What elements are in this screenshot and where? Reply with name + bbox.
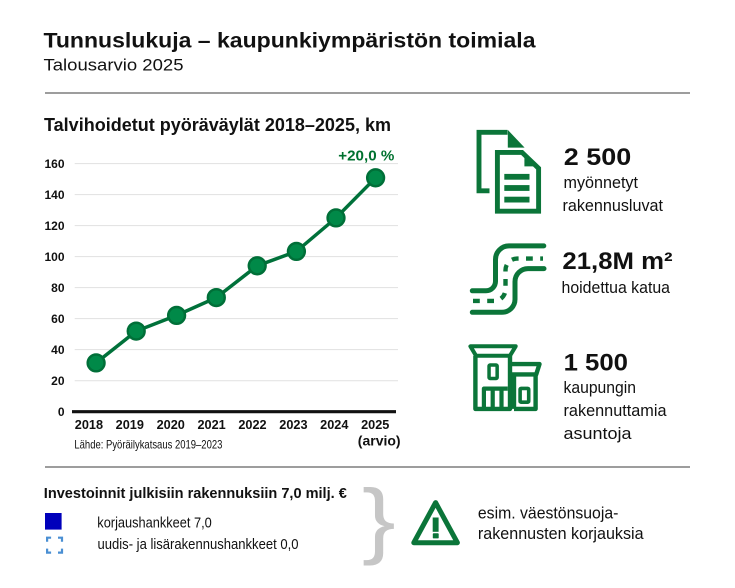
svg-text:korjaushankkeet 7,0: korjaushankkeet 7,0: [97, 514, 212, 531]
svg-text:uudis- ja lisärakennushankkeet: uudis- ja lisärakennushankkeet 0,0: [98, 536, 299, 553]
svg-text:1 500: 1 500: [564, 350, 628, 377]
svg-text:2 500: 2 500: [564, 144, 631, 171]
svg-text:80: 80: [51, 281, 65, 295]
svg-text:Investoinnit julkisiin rakennu: Investoinnit julkisiin rakennuksiin 7,0 …: [44, 486, 347, 502]
svg-text:asuntoja: asuntoja: [564, 424, 633, 443]
svg-text:kaupungin: kaupungin: [564, 378, 637, 397]
svg-text:21,8M m²: 21,8M m²: [562, 248, 672, 275]
svg-text:140: 140: [44, 188, 64, 202]
svg-text:+20,0 %: +20,0 %: [338, 149, 394, 165]
svg-text:160: 160: [44, 157, 64, 171]
svg-text:2024: 2024: [320, 418, 348, 432]
svg-text:rakennusluvat: rakennusluvat: [563, 196, 664, 215]
svg-text:esim. väestönsuoja-: esim. väestönsuoja-: [478, 503, 619, 522]
svg-text:Talvihoidetut pyöräväylät 2018: Talvihoidetut pyöräväylät 2018–2025, km: [44, 115, 391, 135]
svg-text:2021: 2021: [197, 418, 225, 432]
svg-text:2020: 2020: [157, 418, 185, 432]
svg-text:2025: 2025: [361, 418, 389, 432]
svg-text:2019: 2019: [116, 418, 144, 432]
svg-text:60: 60: [51, 312, 65, 326]
svg-text:0: 0: [58, 405, 65, 419]
svg-text:2018: 2018: [75, 418, 103, 432]
svg-text:rakennuttamia: rakennuttamia: [564, 401, 668, 420]
svg-text:2023: 2023: [279, 418, 307, 432]
svg-text:Lähde: Pyöräilykatsaus 2019–20: Lähde: Pyöräilykatsaus 2019–2023: [74, 438, 222, 452]
svg-text:Talousarvio 2025: Talousarvio 2025: [44, 56, 184, 75]
svg-text:100: 100: [44, 250, 64, 264]
svg-text:40: 40: [51, 343, 65, 357]
svg-text:Tunnuslukuja – kaupunkiympäris: Tunnuslukuja – kaupunkiympäristön toimia…: [44, 30, 536, 53]
svg-text:2022: 2022: [238, 418, 266, 432]
svg-text:}: }: [362, 472, 396, 566]
svg-text:120: 120: [44, 219, 64, 233]
svg-text:myönnetyt: myönnetyt: [564, 173, 639, 192]
svg-text:(arvio): (arvio): [358, 432, 401, 448]
svg-text:20: 20: [51, 374, 65, 388]
svg-text:rakennusten korjauksia: rakennusten korjauksia: [478, 524, 644, 543]
svg-text:hoidettua katua: hoidettua katua: [562, 278, 671, 297]
